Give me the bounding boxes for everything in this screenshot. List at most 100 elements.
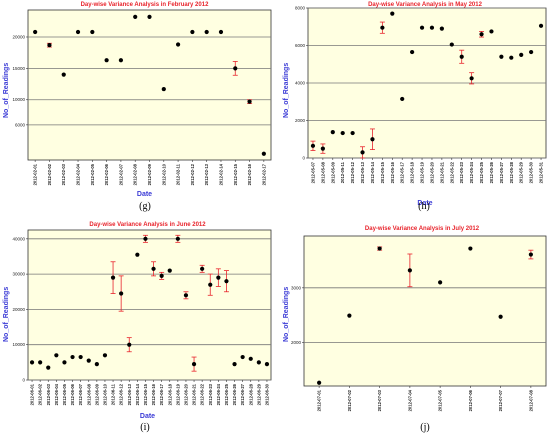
y-tick-label: 20000 [12, 34, 25, 39]
x-tick-label: 2012-02-12 [190, 163, 195, 185]
chart-panel-h: Day-wise Variance Analysis in May 2012 N… [280, 0, 550, 215]
data-point [330, 130, 335, 135]
data-point [419, 25, 425, 30]
x-axis-label: Date [139, 413, 156, 420]
x-tick-label: 2012-07-03 [377, 389, 382, 411]
data-point [248, 356, 253, 361]
y-tick-label: 2000 [295, 118, 306, 123]
data-point [86, 358, 91, 363]
data-point [410, 49, 415, 55]
x-tick-label: 2012-06-25 [224, 383, 229, 405]
x-tick-label: 2012-07-04 [407, 389, 412, 411]
x-tick-label: 2012-06-23 [208, 383, 213, 405]
x-tick-label: 2012-05-25 [479, 161, 484, 183]
x-tick-label: 2012-02-11 [176, 163, 181, 185]
data-point [47, 43, 52, 48]
data-point [232, 362, 237, 367]
data-point [90, 29, 95, 35]
y-tick-label: 4000 [295, 81, 306, 86]
x-tick-label: 2012-02-04 [76, 163, 81, 185]
chart-panel-j: Day-wise Variance Analysis in July 2012 … [280, 222, 550, 440]
data-point [370, 137, 375, 142]
x-tick-label: 2012-06-01 [30, 383, 35, 405]
data-point [75, 29, 81, 35]
x-tick-label: 2012-06-06 [70, 383, 75, 405]
data-point [33, 29, 38, 35]
x-tick-label: 2012-06-27 [240, 383, 245, 405]
plot-area-g: 6000 10000 15000 20000 2012-02-01 2012-02-02 2… [12, 9, 272, 185]
x-tick-label: 2012-05-15 [380, 161, 385, 183]
chart-title: Day-wise Variance Analysis in May 2012 [368, 2, 482, 8]
data-point [110, 275, 116, 280]
plot-background [27, 9, 272, 161]
data-point [216, 275, 221, 280]
x-tick-label: 2012-02-15 [233, 163, 238, 185]
y-tick-label: 6000 [15, 122, 26, 127]
y-tick-label: 30000 [12, 272, 25, 277]
data-point [479, 32, 484, 37]
chart-panel-g: Day-wise Variance Analysis in February 2… [0, 0, 275, 215]
x-tick-label: 2012-06-18 [167, 383, 172, 405]
x-tick-label: 2012-06-08 [86, 383, 91, 405]
x-tick-label: 2012-07-06 [468, 389, 473, 411]
data-point [377, 246, 382, 251]
x-tick-label: 2012-06-21 [192, 383, 197, 405]
data-point [380, 25, 385, 30]
x-tick-label: 2012-06-26 [232, 383, 237, 405]
x-tick-label: 2012-05-28 [509, 161, 514, 183]
x-tick-label: 2012-05-22 [449, 161, 454, 183]
y-tick-label: 2000 [291, 340, 302, 345]
panel-caption: (i) [140, 422, 150, 433]
x-tick-label: 2012-06-17 [159, 383, 164, 405]
data-point [208, 282, 213, 287]
x-tick-label: 2012-06-12 [119, 383, 124, 405]
data-point [261, 151, 266, 156]
data-point [439, 26, 444, 31]
chart-title: Day-wise Variance Analysis in June 2012 [89, 222, 206, 228]
data-point [118, 58, 124, 63]
x-tick-label: 2012-02-17 [261, 163, 266, 185]
data-point [190, 29, 195, 35]
x-tick-label: 2012-06-24 [216, 383, 221, 405]
y-tick-label: 0 [22, 378, 25, 383]
x-tick-label: 2012-06-15 [143, 383, 148, 405]
x-tick-label: 2012-05-24 [469, 161, 474, 183]
x-tick-label: 2012-05-07 [310, 161, 315, 183]
y-tick-label: 6000 [295, 43, 306, 48]
data-point [509, 55, 514, 60]
data-point [143, 236, 148, 241]
x-tick-label: 2012-02-16 [247, 163, 252, 185]
panel-caption: (j) [420, 422, 430, 433]
x-tick-label: 2012-05-16 [390, 161, 395, 183]
data-point [161, 86, 166, 92]
data-point [498, 314, 503, 319]
data-point [429, 25, 435, 30]
data-point [468, 246, 473, 251]
data-point [218, 29, 224, 35]
x-tick-label: 2012-05-09 [330, 161, 335, 183]
y-tick-label: 10000 [12, 97, 25, 102]
data-point [538, 23, 544, 28]
x-tick-label: 2012-06-04 [54, 383, 59, 405]
x-tick-label: 2012-02-14 [218, 163, 223, 185]
x-tick-label: 2012-06-22 [200, 383, 205, 405]
x-tick-label: 2012-06-02 [38, 383, 43, 405]
data-point [46, 365, 51, 370]
data-point [400, 96, 405, 102]
data-point [29, 360, 35, 365]
x-tick-label: 2012-05-12 [350, 161, 355, 183]
data-point [310, 143, 316, 148]
data-point [264, 362, 270, 367]
x-axis-label: Date [136, 191, 153, 198]
data-point [70, 354, 75, 360]
x-tick-label: 2012-05-14 [370, 161, 375, 183]
x-tick-label: 2012-06-30 [264, 383, 269, 405]
data-point [200, 266, 205, 271]
x-tick-label: 2012-02-03 [61, 163, 66, 185]
x-tick-label: 2012-06-28 [248, 383, 253, 405]
x-tick-label: 2012-05-18 [410, 161, 415, 183]
x-tick-label: 2012-05-11 [340, 161, 345, 183]
data-point [78, 354, 83, 360]
plot-background [27, 229, 272, 381]
y-tick-label: 8000 [295, 6, 306, 11]
